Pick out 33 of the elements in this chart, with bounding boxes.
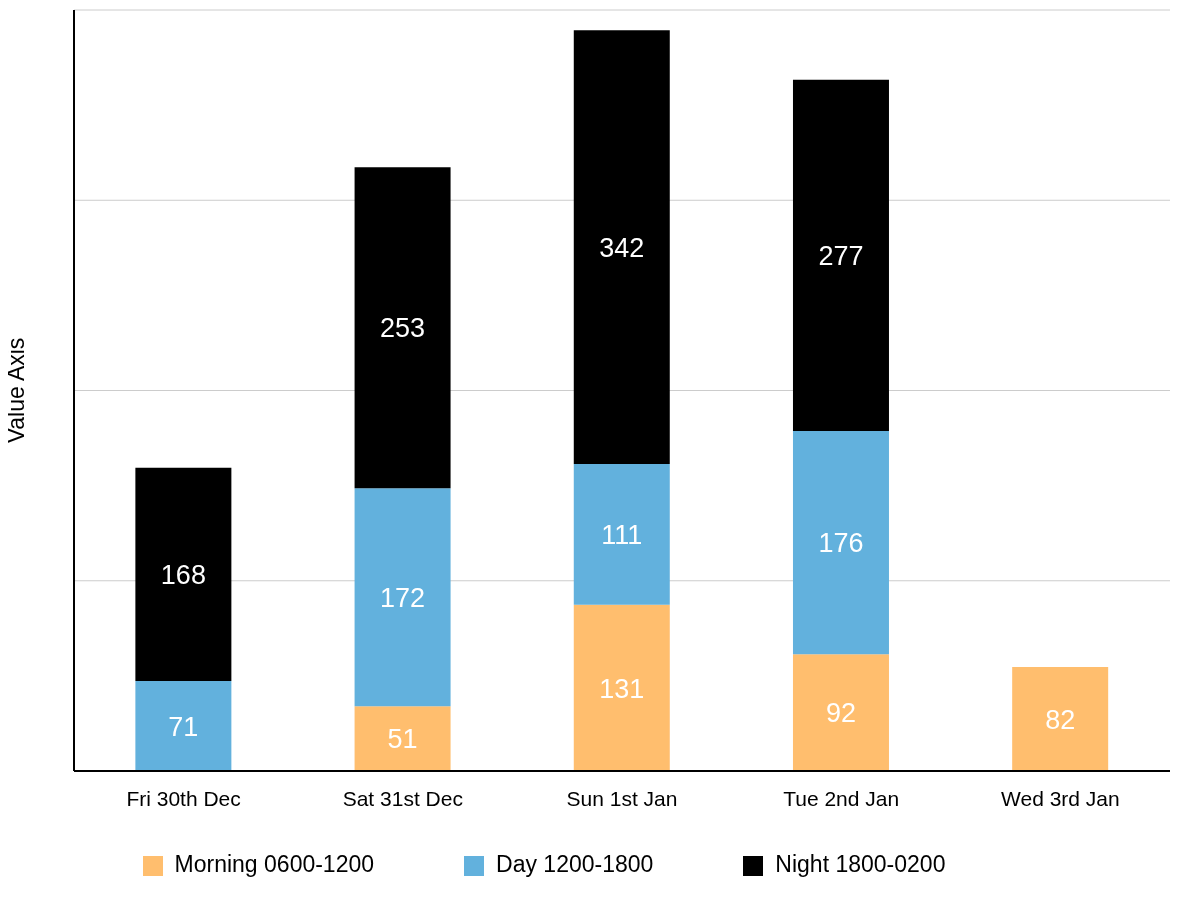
data-label: 51: [387, 724, 418, 755]
bar: [354, 488, 451, 707]
bar: [792, 431, 889, 655]
x-tick-label: Sun 1st Jan: [566, 786, 678, 810]
y-axis-title: Value Axis: [3, 337, 30, 444]
x-tick-label: Sat 31st Dec: [342, 786, 463, 810]
data-label: 168: [160, 559, 206, 590]
bar: [792, 79, 889, 432]
x-tick-label: Wed 3rd Jan: [1001, 786, 1120, 810]
x-tick-label: Tue 2nd Jan: [783, 786, 900, 810]
bar: [354, 706, 451, 771]
data-label: 277: [818, 241, 864, 272]
data-label: 172: [380, 582, 426, 613]
data-label: 82: [1045, 704, 1076, 735]
bar: [135, 467, 232, 681]
bar: [1012, 667, 1109, 771]
bar: [573, 30, 670, 465]
data-label: 131: [599, 673, 645, 704]
data-label: 71: [168, 711, 199, 742]
data-label: 342: [599, 232, 645, 263]
data-label: 92: [825, 698, 856, 729]
bar: [792, 654, 889, 771]
x-tick-label: Fri 30th Dec: [126, 786, 241, 810]
bar: [135, 680, 232, 771]
legend-label: Morning 0600-1200: [174, 851, 375, 877]
bar: [573, 464, 670, 605]
legend-label: Day 1200-1800: [496, 851, 654, 877]
bar: [354, 167, 451, 489]
data-label: 176: [818, 528, 864, 559]
bar: [573, 604, 670, 771]
legend-label: Night 1800-0200: [775, 851, 946, 877]
data-label: 111: [601, 520, 643, 551]
data-label: 253: [380, 313, 426, 344]
